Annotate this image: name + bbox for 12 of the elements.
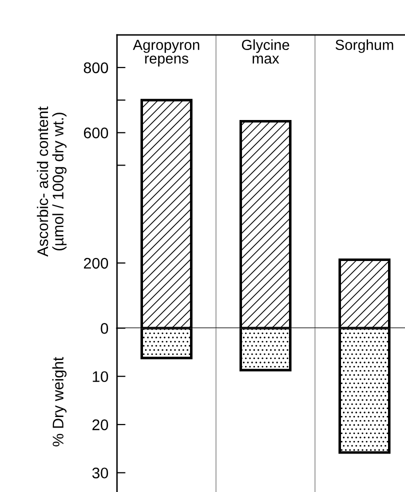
y-axis-title: % Dry weight bbox=[52, 357, 67, 446]
y-tick-label: 30 bbox=[92, 468, 108, 478]
x-tick-label: Agropyron repens bbox=[132, 40, 200, 67]
y-tick-label: 800 bbox=[84, 62, 108, 74]
y-tick-label: 10 bbox=[92, 371, 108, 382]
x-tick-label: Glycine max bbox=[242, 39, 290, 64]
y-tick-label: 600 bbox=[84, 128, 108, 138]
y-axis-title: Ascorbic- acid content (µmol / 100g dry wt.) bbox=[36, 106, 67, 257]
x-tick-label: Sorghum bbox=[336, 39, 394, 53]
y-tick-label: 0 bbox=[100, 323, 108, 334]
y-tick-label: 200 bbox=[84, 258, 108, 269]
y-tick-label: 20 bbox=[92, 419, 108, 430]
